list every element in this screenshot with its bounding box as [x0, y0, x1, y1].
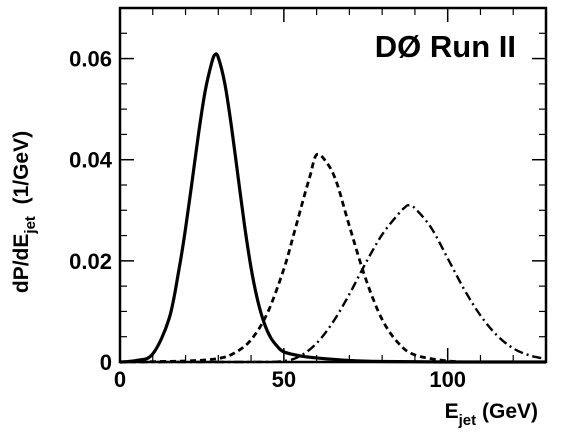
x-axis-label-sub: jet: [458, 412, 477, 429]
y-tick-label: 0.06: [69, 47, 112, 72]
series-line-dashed: [119, 152, 546, 364]
y-tick-label: 0.02: [69, 249, 112, 274]
y-axis-label-sub: jet: [22, 216, 39, 235]
chart-annotation: DØ Run II: [375, 29, 516, 64]
x-axis-label-unit: (GeV): [476, 400, 538, 423]
x-tick-label: 100: [429, 367, 466, 392]
y-tick-label: 0.04: [69, 148, 113, 173]
x-axis-label-main: E: [445, 400, 459, 423]
y-axis-label-unit: (1/GeV): [10, 131, 33, 216]
y-axis-label-main: dP/dE: [10, 234, 33, 294]
series-line-solid: [119, 52, 546, 364]
series-line-dashdot: [119, 204, 547, 364]
x-tick-label: 50: [272, 367, 296, 392]
x-axis-label: Ejet (GeV): [445, 400, 538, 429]
x-tick-label: 0: [114, 367, 126, 392]
labels-layer: 0 50 100 0 0.02 0.04 0.06: [69, 47, 466, 392]
plot-frame: [118, 6, 548, 364]
y-axis-label: dP/dEjet (1/GeV): [10, 131, 39, 293]
series-layer: [119, 52, 547, 364]
y-tick-label: 0: [100, 350, 112, 375]
